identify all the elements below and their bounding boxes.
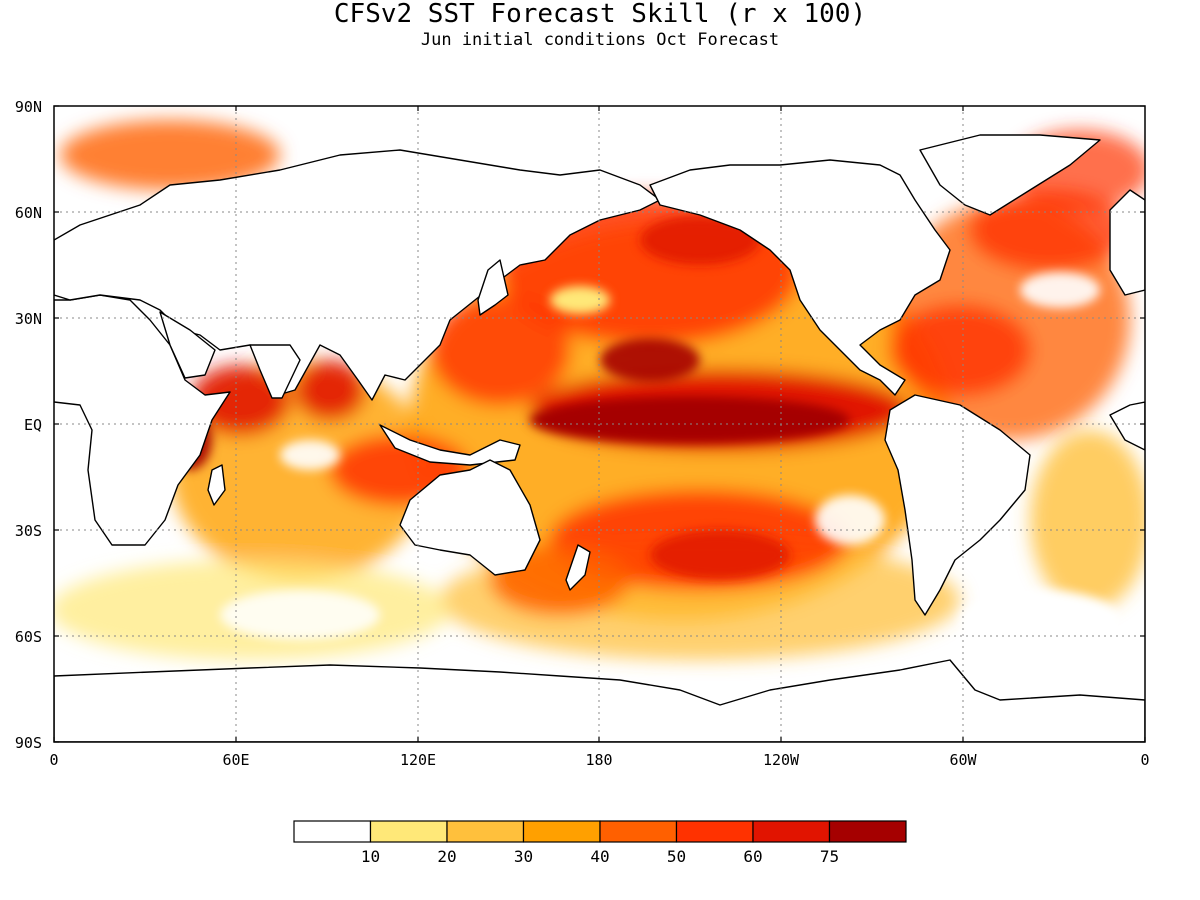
land-arabia [159, 311, 216, 379]
lat-tick-label: 90S [15, 734, 42, 752]
skill-region-gulf-stream [890, 305, 1030, 395]
land-west-africa-edge [1109, 401, 1145, 451]
skill-peak-enso [530, 396, 850, 444]
lon-tick-labels: 0 60E 120E 180 120W 60W 0 [49, 751, 1149, 769]
color-bar-label: 75 [820, 847, 839, 866]
lon-tick-label: 180 [585, 751, 612, 769]
color-bar-label: 10 [361, 847, 380, 866]
land-japan [477, 259, 509, 316]
lat-tick-labels: 90N 60N 30N EQ 30S 60S 90S [15, 98, 42, 752]
lon-tick-label: 0 [49, 751, 58, 769]
skill-region-arctic [60, 120, 280, 190]
color-bar-swatch [293, 820, 372, 843]
lon-tick-label: 120E [400, 751, 436, 769]
skill-low-se-pacific [815, 495, 885, 545]
lat-axis [54, 105, 1145, 743]
skill-peak-south-pacific [650, 530, 790, 580]
lon-tick-label: 0 [1140, 751, 1149, 769]
land-new-zealand [565, 544, 591, 591]
lat-tick-label: EQ [24, 416, 42, 434]
color-bar-label: 60 [743, 847, 762, 866]
color-bar-swatch [599, 820, 678, 843]
skill-region-north-atlantic [970, 190, 1130, 270]
lat-tick-label: 60N [15, 204, 42, 222]
land-europe-east-edge [1109, 189, 1145, 296]
skill-low-kuroshio [550, 286, 610, 314]
lat-tick-label: 30S [15, 522, 42, 540]
color-bar-swatch [752, 820, 831, 843]
color-bar: 10 20 30 40 50 60 75 [293, 820, 907, 866]
lon-tick-label: 60E [222, 751, 249, 769]
lon-tick-label: 60W [949, 751, 977, 769]
skill-low-southern-indian [220, 590, 380, 640]
land-north-america [649, 159, 951, 396]
skill-region-bay-of-bengal [295, 360, 365, 420]
skill-region-west-pacific [430, 295, 570, 405]
color-bar-swatch [522, 820, 601, 843]
map-panel [54, 106, 1145, 742]
land-india [249, 344, 301, 399]
figure-subtitle: Jun initial conditions Oct Forecast [421, 30, 779, 50]
skill-peak-central-pacific [600, 338, 700, 382]
color-bar-swatch [446, 820, 525, 843]
color-bar-label: 40 [590, 847, 609, 866]
color-bar-label: 50 [667, 847, 686, 866]
skill-peak-north-pacific [640, 215, 760, 265]
color-bar-label: 20 [437, 847, 456, 866]
land-australia [399, 459, 541, 576]
land-indonesia [379, 424, 521, 466]
skill-low-north-atlantic [1020, 272, 1100, 308]
skill-low-southern-ocean [960, 590, 1120, 650]
land-south-america [884, 394, 1031, 616]
land-madagascar [207, 464, 226, 506]
color-bar-swatch [369, 820, 448, 843]
map-grid [54, 106, 1145, 742]
lon-tick-label: 120W [763, 751, 800, 769]
land-greenland [919, 134, 1101, 216]
figure-title: CFSv2 SST Forecast Skill (r x 100) [334, 0, 866, 29]
skill-low-equatorial-indian [280, 440, 340, 470]
lat-tick-label: 30N [15, 310, 42, 328]
skill-region-atlantic-south [1030, 430, 1145, 610]
color-bar-label: 30 [514, 847, 533, 866]
color-bar-swatch [828, 820, 907, 843]
color-bar-swatch [675, 820, 754, 843]
lon-axis [53, 106, 1146, 742]
lat-tick-label: 60S [15, 628, 42, 646]
lat-tick-label: 90N [15, 98, 42, 116]
